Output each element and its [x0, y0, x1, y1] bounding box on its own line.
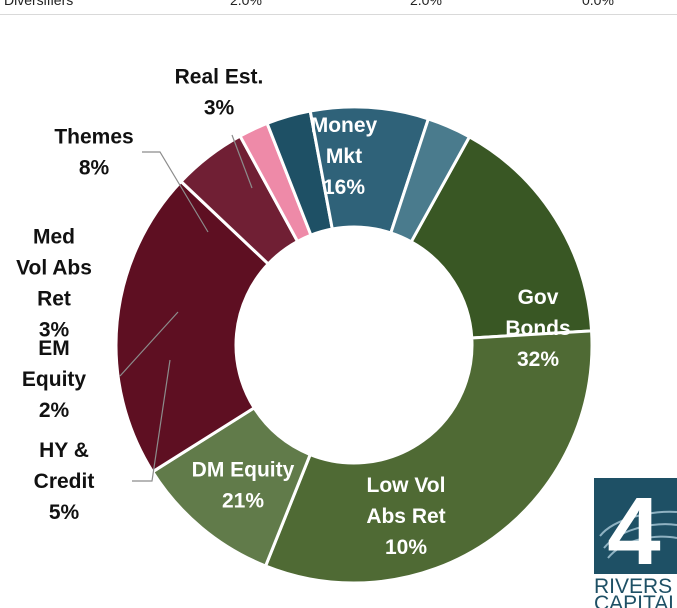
slice-label-low-vol-abs-ret: Low Vol Abs Ret 10% — [366, 474, 445, 559]
slice-money-mkt — [409, 135, 594, 340]
slice-gov-bonds — [264, 329, 594, 585]
row-value: 0.0% — [582, 0, 614, 8]
logo-background — [594, 478, 677, 574]
slice-label-money-mkt: Money Mkt 16% — [311, 114, 378, 199]
row-label: Diversifiers — [4, 0, 74, 8]
slices-group — [114, 105, 594, 585]
leader-lines-group — [119, 134, 253, 482]
logo-numeral: 4 — [607, 478, 660, 585]
slice-label-em-equity: EM Equity 2% — [22, 337, 86, 422]
slice-label-themes: Themes 8% — [54, 126, 133, 180]
slice-label-real-est: Real Est. 3% — [175, 66, 264, 120]
slice-dm-equity — [114, 179, 270, 474]
slice-label-gov-bonds: Gov Bonds 32% — [505, 286, 570, 371]
leader-line-real-est — [231, 134, 253, 189]
slice-label-med-vol-abs-ret: Med Vol Abs Ret 3% — [16, 226, 92, 342]
slice-labels-group: Money Mkt 16% Gov Bonds 32% Low Vol Abs Ret 10% D… — [16, 66, 571, 560]
logo-capital: CAPITAL — [594, 592, 677, 608]
slice-label-dm-equity: DM Equity 21% — [192, 459, 295, 513]
leader-line-hy-credit — [132, 359, 171, 482]
table-row: Diversifiers 2.0% 2.0% 0.0% — [0, 0, 677, 15]
slice-real-est — [389, 117, 471, 244]
logo-rivers: RIVERS — [594, 575, 672, 598]
company-logo: 4 RIVERS CAPITAL — [594, 478, 677, 608]
leader-line-em-equity — [119, 311, 179, 377]
row-value: 2.0% — [230, 0, 262, 8]
leader-line-themes — [142, 151, 209, 233]
row-value: 2.0% — [410, 0, 442, 8]
slice-label-hy-credit: HY & Credit 5% — [34, 439, 95, 524]
